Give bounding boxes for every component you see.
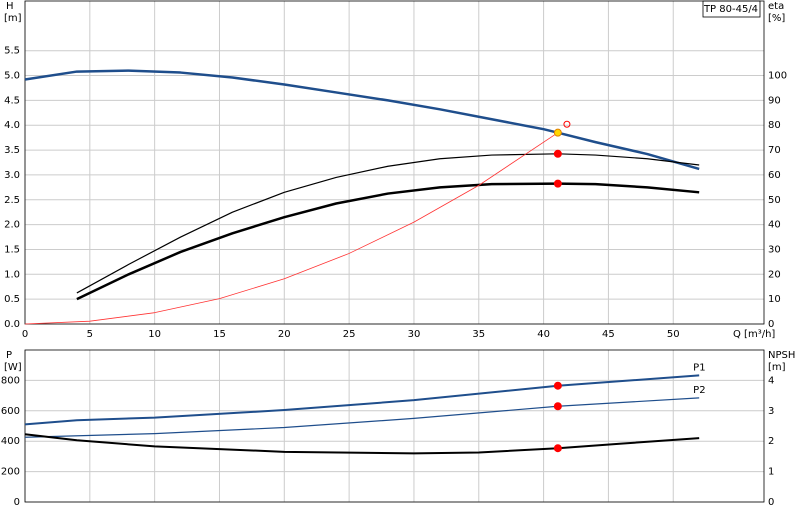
y2-axis-unit: [m] [768, 362, 786, 373]
duty-point [553, 444, 562, 453]
x-tick-label: 15 [213, 329, 226, 340]
y2-tick-label: 10 [768, 294, 781, 305]
y2-tick-label: 1 [768, 467, 774, 478]
y2-tick-label: 30 [768, 244, 781, 255]
y-tick-label: 200 [1, 467, 20, 478]
y2-tick-label: 40 [768, 220, 781, 231]
y-tick-label: 0.5 [4, 294, 20, 305]
y-tick-label: 1.5 [4, 244, 20, 255]
y2-tick-label: 3 [768, 406, 774, 417]
curve-label: P1 [693, 362, 705, 373]
y-axis-label: P [6, 350, 12, 361]
y-tick-label: 0.0 [4, 319, 20, 330]
x-tick-label: 30 [408, 329, 421, 340]
x-tick-label: 45 [602, 329, 615, 340]
y-tick-label: 4.0 [4, 120, 20, 131]
x-tick-label: 50 [667, 329, 680, 340]
y-tick-label: 5.0 [4, 71, 20, 82]
curve [76, 153, 700, 294]
duty-point [553, 128, 562, 137]
x-axis-label: Q [m³/h] [733, 329, 775, 340]
y-tick-label: 3.5 [4, 145, 20, 156]
duty-point [553, 402, 562, 411]
y2-tick-label: 0 [768, 319, 774, 330]
y-tick-label: 4.5 [4, 95, 20, 106]
duty-point [553, 381, 562, 390]
y-tick-label: 2.5 [4, 195, 20, 206]
y2-tick-label: 80 [768, 120, 781, 131]
curve [24, 132, 559, 325]
y2-axis-label: NPSH [768, 350, 795, 361]
duty-point [553, 149, 562, 158]
x-tick-label: 5 [87, 329, 93, 340]
duty-point [553, 179, 562, 188]
y2-tick-label: 70 [768, 145, 781, 156]
y-tick-label: 2.0 [4, 220, 20, 231]
y2-tick-label: 100 [768, 71, 787, 82]
y2-tick-label: 90 [768, 95, 781, 106]
y2-tick-label: 20 [768, 269, 781, 280]
plot-frame [24, 349, 765, 503]
y-tick-label: 5.5 [4, 46, 20, 57]
x-tick-label: 10 [148, 329, 161, 340]
x-tick-label: 40 [537, 329, 550, 340]
curve-label: P2 [693, 385, 705, 396]
y-tick-label: 1.0 [4, 269, 20, 280]
y-tick-label: 800 [1, 375, 20, 386]
duty-point [563, 120, 571, 128]
x-tick-label: 0 [22, 329, 28, 340]
curve [24, 397, 700, 438]
y2-tick-label: 60 [768, 170, 781, 181]
y-tick-label: 0 [14, 497, 20, 508]
x-tick-label: 20 [278, 329, 291, 340]
curve [24, 374, 700, 426]
chart-title: TP 80-45/4 [703, 4, 758, 15]
y-axis-label: H [6, 1, 14, 12]
x-tick-label: 35 [472, 329, 485, 340]
curve [24, 69, 700, 171]
y2-tick-label: 2 [768, 436, 774, 447]
y-axis-unit: [m] [4, 13, 22, 24]
y2-axis-label: eta [768, 1, 784, 12]
y2-axis-unit: [%] [768, 13, 785, 24]
y2-tick-label: 50 [768, 195, 781, 206]
curve [24, 433, 700, 455]
curve [76, 182, 700, 301]
y-tick-label: 600 [1, 406, 20, 417]
plot-frame [24, 0, 765, 325]
y2-tick-label: 0 [768, 497, 774, 508]
x-tick-label: 25 [343, 329, 356, 340]
y2-tick-label: 4 [768, 375, 774, 386]
y-axis-unit: [W] [4, 362, 22, 373]
y-tick-label: 400 [1, 436, 20, 447]
y-tick-label: 3.0 [4, 170, 20, 181]
